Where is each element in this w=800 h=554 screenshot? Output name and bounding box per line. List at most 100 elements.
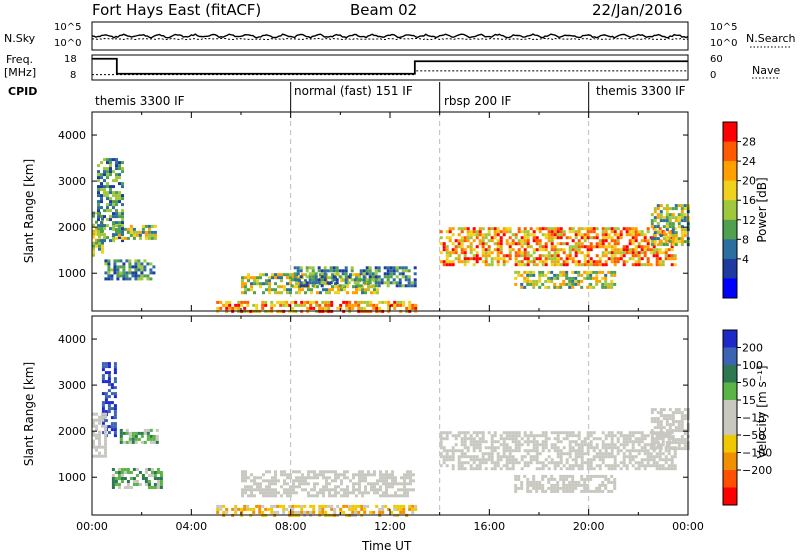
scatter-cell — [583, 480, 587, 484]
scatter-cell — [625, 251, 629, 255]
scatter-cell — [556, 431, 560, 435]
scatter-cell — [123, 468, 127, 471]
scatter-cell — [234, 306, 238, 310]
scatter-cell — [571, 458, 575, 462]
scatter-cell — [577, 455, 581, 459]
scatter-cell — [646, 449, 650, 453]
scatter-cell — [355, 494, 358, 498]
scatter-cell — [526, 449, 530, 453]
scatter-cell — [610, 437, 614, 441]
scatter-cell — [92, 433, 95, 437]
scatter-cell — [472, 431, 476, 435]
scatter-cell — [553, 446, 557, 450]
scatter-cell — [532, 449, 536, 453]
scatter-cell — [147, 480, 151, 483]
scatter-cell — [650, 243, 654, 247]
scatter-cell — [653, 420, 657, 424]
scatter-cell — [401, 266, 405, 270]
scatter-cell — [622, 458, 626, 462]
scatter-cell — [368, 278, 372, 282]
scatter-cell — [607, 257, 611, 261]
scatter-cell — [268, 470, 271, 474]
scatter-cell — [289, 476, 292, 480]
scatter-cell — [286, 291, 289, 295]
scatter-cell — [356, 278, 360, 282]
scatter-cell — [109, 158, 112, 162]
scatter-cell — [118, 194, 121, 198]
scatter-cell — [460, 467, 464, 471]
scatter-cell — [631, 254, 635, 258]
scatter-cell — [478, 227, 482, 231]
scatter-cell — [334, 485, 337, 489]
scatter-cell — [374, 266, 378, 270]
scatter-cell — [481, 455, 485, 459]
scatter-cell — [673, 455, 677, 459]
scatter-cell — [655, 263, 659, 267]
scatter-cell — [289, 291, 292, 295]
scatter-cell — [487, 245, 491, 249]
scatter-cell — [541, 467, 545, 471]
scatter-cell — [553, 443, 557, 447]
scatter-cell — [656, 231, 660, 235]
scatter-cell — [373, 291, 376, 295]
scatter-cell — [670, 248, 674, 252]
scatter-cell — [125, 440, 129, 444]
scatter-cell — [499, 230, 503, 234]
scatter-cell — [123, 486, 127, 489]
scatter-cell — [574, 279, 578, 283]
scatter-cell — [607, 233, 611, 237]
scatter-cell — [601, 474, 605, 478]
scatter-cell — [250, 494, 253, 498]
scatter-cell — [577, 431, 581, 435]
scatter-cell — [134, 440, 138, 444]
scatter-cell — [286, 473, 289, 477]
scatter-cell — [674, 441, 678, 445]
scatter-cell — [604, 437, 608, 441]
scatter-cell — [523, 230, 527, 234]
scatter-cell — [553, 227, 557, 231]
scatter-cell — [303, 510, 307, 514]
scatter-cell — [315, 300, 319, 304]
scatter-cell — [100, 206, 103, 210]
scatter-cell — [463, 455, 467, 459]
scatter-cell — [550, 242, 554, 246]
scatter-cell — [469, 464, 473, 468]
scatter-cell — [147, 230, 151, 234]
scatter-cell — [265, 485, 268, 489]
scatter-cell — [526, 273, 530, 277]
scatter-cell — [261, 510, 265, 514]
scatter-cell — [381, 300, 385, 304]
scatter-cell — [388, 485, 391, 489]
scatter-cell — [484, 446, 488, 450]
nsearch-tick-high: 10^5 — [710, 22, 738, 33]
scatter-cell — [129, 224, 133, 228]
scatter-cell — [289, 276, 292, 280]
scatter-cell — [101, 368, 105, 372]
scatter-cell — [553, 251, 557, 255]
scatter-cell — [541, 245, 545, 249]
scatter-cell — [358, 491, 361, 495]
scatter-cell — [159, 480, 163, 483]
scatter-cell — [502, 227, 506, 231]
scatter-cell — [553, 248, 557, 252]
scatter-cell — [650, 411, 654, 415]
scatter-cell — [484, 260, 488, 264]
scatter-cell — [517, 486, 521, 490]
scatter-cell — [109, 215, 112, 219]
scatter-cell — [271, 288, 274, 292]
scatter-cell — [680, 237, 684, 241]
scatter-cell — [649, 248, 653, 252]
scatter-cell — [574, 461, 578, 465]
scatter-cell — [97, 194, 100, 198]
scatter-cell — [577, 227, 581, 231]
scatter-cell — [300, 303, 304, 307]
scatter-cell — [517, 242, 521, 246]
scatter-cell — [535, 434, 539, 438]
scatter-cell — [98, 433, 101, 437]
scatter-cell — [445, 464, 449, 468]
scatter-cell — [111, 236, 115, 240]
scatter-cell — [111, 477, 115, 480]
scatter-cell — [469, 440, 473, 444]
scatter-cell — [351, 510, 355, 514]
scatter-cell — [677, 429, 681, 433]
